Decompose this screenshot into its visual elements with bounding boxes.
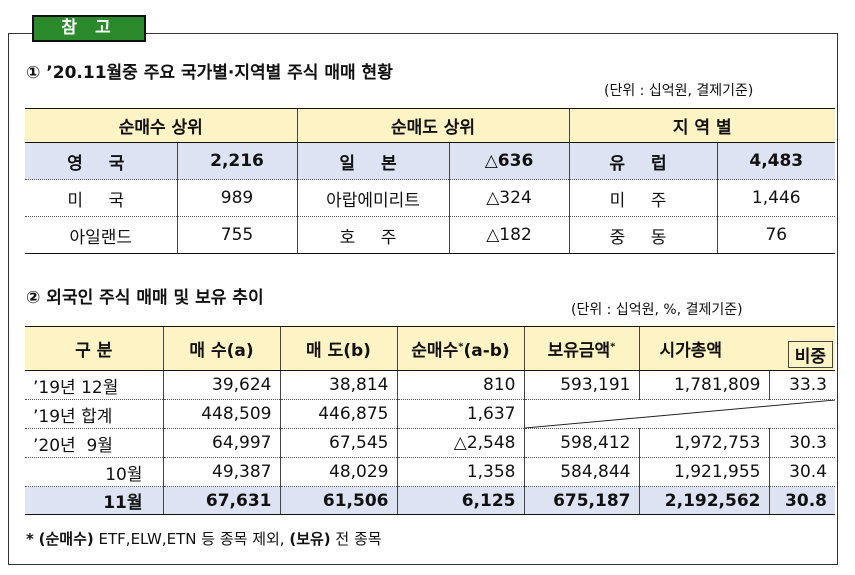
country-name: 일 본 [296, 142, 449, 180]
header-net-sell: 순매도 상위 [296, 108, 569, 143]
period-label: 10월 [25, 457, 163, 487]
market-cap-value: 2,192,562 [638, 486, 769, 515]
region-name: 유 럽 [568, 142, 717, 180]
period-label: ’19년 12월 [25, 370, 163, 400]
foreign-trade-table: 구 분 매 수(a) 매 도(b) 순매수*(a-b) 보유금액* 시가총액 비… [25, 326, 835, 515]
table-row: 11월 67,631 61,506 6,125 675,187 2,192,56… [25, 486, 835, 515]
header-category: 구 분 [25, 326, 163, 371]
header-region: 지 역 별 [568, 108, 836, 143]
holdings-value: 593,191 [523, 370, 639, 400]
market-cap-value: 1,921,955 [638, 457, 769, 487]
market-cap-value: 1,781,809 [638, 370, 769, 400]
country-name: 아랍에미리트 [296, 179, 449, 217]
header-market-cap-label: 시가총액 [659, 341, 723, 361]
amount: △636 [448, 142, 569, 180]
region-name: 중 동 [568, 216, 717, 254]
header-sell: 매 도(b) [279, 326, 397, 371]
net-buy-value: 1,358 [396, 457, 524, 487]
holdings-value: 675,187 [523, 486, 639, 515]
table-header-row: 순매수 상위 순매도 상위 지 역 별 [25, 108, 836, 143]
share-value: 30.4 [768, 457, 835, 487]
header-holdings-mark: * [610, 341, 616, 353]
buy-value: 448,509 [162, 399, 280, 429]
buy-value: 64,997 [162, 428, 280, 458]
buy-value: 49,387 [162, 457, 280, 487]
amount: 989 [176, 179, 297, 217]
table-row: ’20년 9월 64,997 67,545 △2,548 598,412 1,9… [25, 428, 835, 458]
amount: 4,483 [716, 142, 836, 180]
reference-box [8, 33, 838, 565]
amount: 2,216 [176, 142, 297, 180]
table-row: ’19년 합계 448,509 446,875 1,637 [25, 399, 835, 429]
header-net-buy: 순매수*(a-b) [396, 326, 524, 371]
amount: 755 [176, 216, 297, 254]
header-buy: 매 수(a) [162, 326, 280, 371]
net-buy-value: 6,125 [396, 486, 524, 515]
holdings-value: 584,844 [523, 457, 639, 487]
table-row: 아일랜드 755 호 주 △182 중 동 76 [25, 216, 836, 254]
section2-title: ② 외국인 주식 매매 및 보유 추이 [26, 288, 264, 308]
market-cap-value: 1,972,753 [638, 428, 769, 458]
reference-tag: 참 고 [32, 15, 146, 42]
header-holdings-label: 보유금액 [547, 341, 611, 361]
sell-value: 61,506 [279, 486, 397, 515]
header-net-buy: 순매수 상위 [25, 108, 297, 143]
footnote-key-net-buy: (순매수) [38, 530, 94, 548]
period-label: ’19년 합계 [25, 399, 163, 429]
share-value: 30.3 [768, 428, 835, 458]
section1-unit: (단위 : 십억원, 결제기준) [604, 83, 754, 99]
sell-value: 67,545 [279, 428, 397, 458]
footnote-text-2: 전 종목 [330, 530, 382, 548]
diagonal-line [524, 400, 835, 428]
period-label: 11월 [25, 486, 163, 515]
amount: △324 [448, 179, 569, 217]
header-market-cap: 시가총액 비중 [638, 326, 835, 371]
header-share: 비중 [787, 341, 833, 368]
net-buy-value: △2,548 [396, 428, 524, 458]
sell-value: 48,029 [279, 457, 397, 487]
table-header-row: 구 분 매 수(a) 매 도(b) 순매수*(a-b) 보유금액* 시가총액 비… [25, 326, 835, 371]
country-name: 미 국 [25, 179, 177, 217]
header-net-buy-mark: * [458, 341, 464, 353]
country-name: 호 주 [296, 216, 449, 254]
table-row: 10월 49,387 48,029 1,358 584,844 1,921,95… [25, 457, 835, 487]
share-value: 30.8 [768, 486, 835, 515]
amount: △182 [448, 216, 569, 254]
net-buy-value: 810 [396, 370, 524, 400]
net-buy-value: 1,637 [396, 399, 524, 429]
share-value: 33.3 [768, 370, 835, 400]
empty-cell [523, 399, 835, 429]
table-row: 미 국 989 아랍에미리트 △324 미 주 1,446 [25, 179, 836, 217]
footnote-key-holdings: (보유) [289, 530, 331, 548]
footnote: * (순매수) ETF,ELW,ETN 등 종목 제외, (보유) 전 종목 [26, 528, 382, 549]
header-net-buy-formula: (a-b) [463, 341, 510, 361]
table-row: ’19년 12월 39,624 38,814 810 593,191 1,781… [25, 370, 835, 400]
sell-value: 38,814 [279, 370, 397, 400]
period-label: ’20년 9월 [25, 428, 163, 458]
amount: 1,446 [716, 179, 836, 217]
country-name: 아일랜드 [25, 216, 177, 254]
section2-unit: (단위 : 십억원, %, 결제기준) [571, 302, 743, 318]
country-name: 영 국 [25, 142, 177, 180]
header-net-buy-label: 순매수 [411, 341, 459, 361]
footnote-text-1: ETF,ELW,ETN 등 종목 제외, [93, 530, 290, 548]
holdings-value: 598,412 [523, 428, 639, 458]
header-holdings: 보유금액* [523, 326, 639, 371]
footnote-star: * [26, 530, 34, 548]
buy-value: 67,631 [162, 486, 280, 515]
sell-value: 446,875 [279, 399, 397, 429]
region-name: 미 주 [568, 179, 717, 217]
table-row: 영 국 2,216 일 본 △636 유 럽 4,483 [25, 142, 836, 180]
section1-title: ① ’20.11월중 주요 국가별·지역별 주식 매매 현황 [26, 63, 393, 83]
country-trade-table: 순매수 상위 순매도 상위 지 역 별 영 국 2,216 일 본 △636 유… [25, 108, 836, 254]
buy-value: 39,624 [162, 370, 280, 400]
amount: 76 [716, 216, 836, 254]
